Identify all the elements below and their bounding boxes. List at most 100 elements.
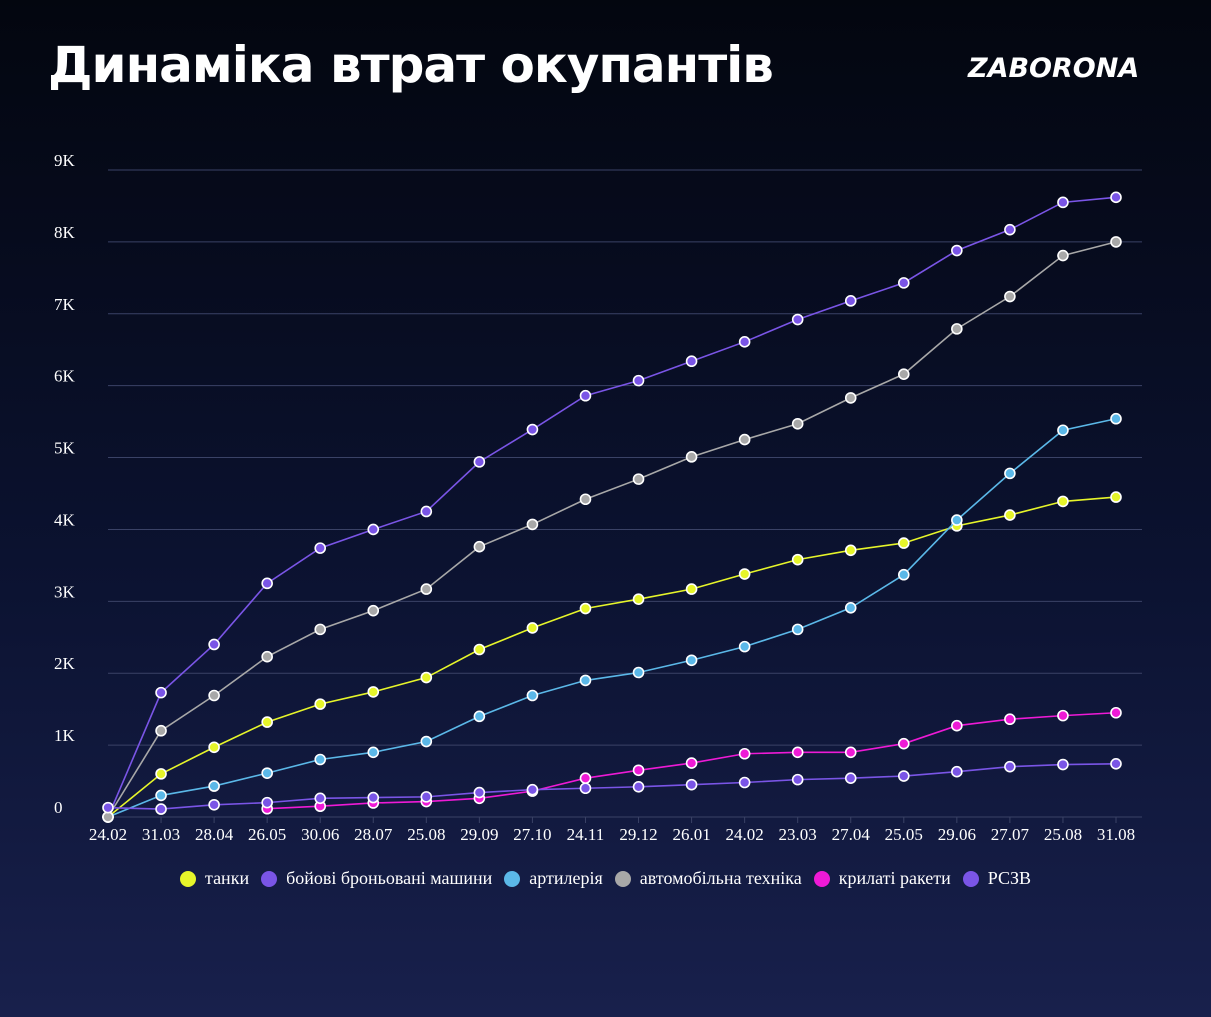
x-tick-label: 24.02: [89, 825, 127, 844]
data-point: [951, 323, 963, 335]
data-point: [155, 686, 167, 699]
series-line: [107, 763, 1117, 810]
data-point: [738, 433, 751, 446]
data-point: [1110, 191, 1122, 204]
data-point: [632, 764, 645, 777]
data-point: [208, 741, 220, 754]
data-point: [1004, 713, 1016, 726]
data-point: [685, 654, 698, 667]
data-point: [738, 568, 751, 580]
data-point: [420, 735, 433, 748]
data-point: [261, 796, 273, 809]
data-point: [897, 277, 910, 289]
x-tick-label: 27.10: [513, 825, 551, 844]
data-point: [526, 689, 539, 702]
y-tick-label: 6K: [54, 367, 76, 386]
y-tick-label: 8K: [54, 223, 76, 242]
legend-label: РСЗВ: [987, 868, 1031, 888]
data-point: [155, 789, 167, 802]
data-point: [155, 724, 167, 737]
y-tick-label: 7K: [54, 295, 76, 314]
zaborona-logo: ZABORONA: [968, 53, 1140, 84]
data-point: [367, 746, 380, 759]
data-point: [844, 295, 857, 307]
data-point: [526, 423, 539, 436]
data-point: [791, 623, 804, 636]
data-point: [420, 583, 433, 595]
data-point: [526, 518, 539, 531]
x-tick-label: 27.07: [991, 825, 1030, 844]
legend-item: танки: [179, 868, 249, 889]
data-point: [1057, 249, 1069, 262]
data-point: [155, 768, 167, 780]
data-point: [367, 604, 380, 617]
legend-label: крилаті ракети: [838, 868, 951, 888]
data-point: [1004, 223, 1016, 236]
data-point: [367, 523, 380, 536]
data-point: [844, 746, 857, 759]
data-point: [685, 583, 698, 595]
data-point: [579, 674, 592, 687]
data-point: [420, 671, 433, 684]
data-point: [261, 577, 273, 590]
data-point: [579, 389, 592, 402]
legend-label: артилерія: [529, 868, 603, 888]
data-point: [526, 783, 539, 796]
data-point: [473, 540, 486, 553]
data-point: [420, 791, 433, 803]
data-point: [579, 772, 592, 784]
x-tick-label: 29.12: [619, 825, 657, 844]
data-point: [367, 791, 380, 804]
data-point: [1004, 290, 1016, 303]
data-point: [1004, 467, 1016, 480]
page-title: Динаміка втрат окупантів: [48, 36, 774, 94]
data-point: [632, 593, 645, 605]
y-tick-label: 5K: [54, 439, 76, 458]
data-point: [1004, 760, 1016, 773]
y-tick-label: 1K: [54, 726, 76, 745]
legend-swatch: [179, 870, 196, 887]
data-point: [208, 638, 220, 651]
data-point: [1110, 491, 1122, 503]
data-point: [526, 622, 539, 634]
x-tick-label: 24.02: [726, 825, 764, 844]
data-point: [1004, 509, 1016, 521]
data-point: [791, 746, 804, 759]
data-point: [367, 686, 380, 698]
data-point: [314, 698, 327, 710]
data-point: [738, 336, 751, 348]
y-tick-label: 2K: [54, 654, 76, 673]
x-tick-label: 30.06: [301, 825, 339, 844]
data-point: [897, 368, 910, 380]
data-point: [685, 355, 698, 368]
legend-item: артилерія: [504, 868, 603, 889]
y-tick-label: 3K: [54, 582, 76, 601]
data-point: [1057, 424, 1069, 437]
data-point: [791, 553, 804, 566]
data-point: [473, 643, 486, 656]
series-line: [107, 496, 1117, 818]
data-point: [261, 767, 273, 779]
data-point: [632, 374, 645, 387]
legend-swatch: [813, 870, 830, 887]
x-tick-label: 23.03: [779, 825, 817, 844]
data-point: [579, 602, 592, 615]
data-point: [208, 798, 220, 811]
y-tick-label: 0: [54, 798, 63, 817]
data-point: [897, 770, 910, 782]
series-line: [107, 417, 1117, 818]
data-point: [579, 493, 592, 506]
x-tick-label: 25.05: [885, 825, 923, 844]
x-tick-label: 28.04: [195, 825, 234, 844]
data-point: [738, 640, 751, 653]
data-point: [314, 792, 327, 805]
data-point: [420, 505, 433, 518]
legend-swatch: [962, 870, 979, 887]
x-tick-label: 27.04: [832, 825, 871, 844]
series-line: [107, 196, 1117, 818]
legend-label: автомобільна техніка: [639, 868, 802, 888]
data-point: [632, 781, 645, 793]
data-point: [685, 451, 698, 463]
x-tick-label: 29.09: [460, 825, 498, 844]
